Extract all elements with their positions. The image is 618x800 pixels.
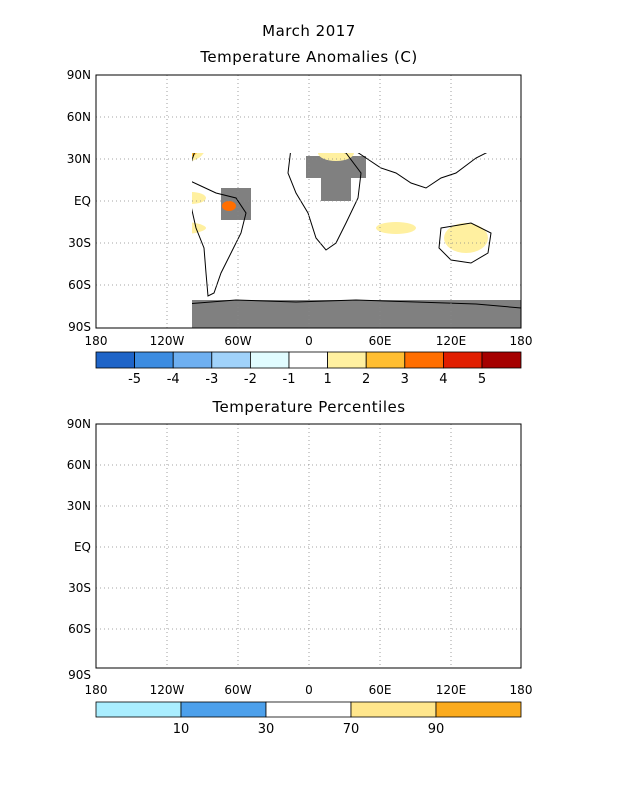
svg-text:-2: -2: [244, 372, 257, 387]
anomaly-colorbar-labels: -5 -4 -3 -2 -1 1 2 3 4 5: [128, 372, 486, 387]
lat-label-eq: EQ: [74, 194, 91, 208]
svg-text:0: 0: [305, 683, 313, 697]
svg-text:-3: -3: [205, 372, 218, 387]
svg-text:-5: -5: [128, 372, 141, 387]
svg-text:2: 2: [362, 372, 370, 387]
percentile-colorbar: [95, 701, 522, 718]
anomaly-lon-labels: 180 120W 60W 0 60E 120E 180: [85, 334, 533, 348]
lon-label-180e: 180: [510, 334, 533, 348]
svg-text:4: 4: [439, 372, 447, 387]
svg-text:90S: 90S: [68, 668, 91, 682]
lon-label-120e: 120E: [436, 334, 467, 348]
svg-text:-4: -4: [167, 372, 180, 387]
lat-label-90s: 90S: [68, 320, 91, 334]
svg-text:60W: 60W: [224, 683, 251, 697]
svg-text:5: 5: [478, 372, 486, 387]
svg-text:90N: 90N: [67, 417, 91, 431]
svg-text:120W: 120W: [150, 683, 185, 697]
percentile-lon-labels: 180 120W 60W 0 60E 120E 180: [85, 683, 533, 697]
anomaly-colorbar: [95, 351, 522, 369]
svg-text:60E: 60E: [369, 683, 392, 697]
svg-text:60N: 60N: [67, 458, 91, 472]
percentile-lat-labels: 90N 60N 30N EQ 30S 60S 90S: [67, 417, 91, 682]
percentile-map: [95, 423, 522, 669]
lat-label-90n: 90N: [67, 68, 91, 82]
lon-label-180: 180: [85, 334, 108, 348]
svg-text:3: 3: [401, 372, 409, 387]
map-title: March 2017: [262, 22, 356, 40]
anomaly-map: [95, 74, 522, 329]
svg-text:1: 1: [323, 372, 331, 387]
lat-label-60n: 60N: [67, 110, 91, 124]
map-subtitle: Temperature Anomalies (C): [200, 48, 418, 66]
anomaly-lat-labels: 90N 60N 30N EQ 30S 60S 90S: [67, 68, 91, 334]
svg-text:30S: 30S: [68, 581, 91, 595]
svg-text:60S: 60S: [68, 622, 91, 636]
svg-text:-1: -1: [283, 372, 296, 387]
percentile-colorbar-labels: 10 30 70 90: [173, 722, 445, 737]
svg-text:30N: 30N: [67, 499, 91, 513]
svg-text:30: 30: [258, 722, 275, 737]
svg-text:120E: 120E: [436, 683, 467, 697]
lat-label-30s: 30S: [68, 236, 91, 250]
svg-text:180: 180: [510, 683, 533, 697]
svg-text:10: 10: [173, 722, 190, 737]
lon-label-120w: 120W: [150, 334, 185, 348]
svg-text:70: 70: [343, 722, 360, 737]
lat-label-30n: 30N: [67, 152, 91, 166]
lat-label-60s: 60S: [68, 278, 91, 292]
lon-label-60w: 60W: [224, 334, 251, 348]
lon-label-0: 0: [305, 334, 313, 348]
svg-text:90: 90: [428, 722, 445, 737]
lon-label-60e: 60E: [369, 334, 392, 348]
percentile-title: Temperature Percentiles: [212, 398, 406, 416]
svg-text:EQ: EQ: [74, 540, 91, 554]
svg-text:180: 180: [85, 683, 108, 697]
